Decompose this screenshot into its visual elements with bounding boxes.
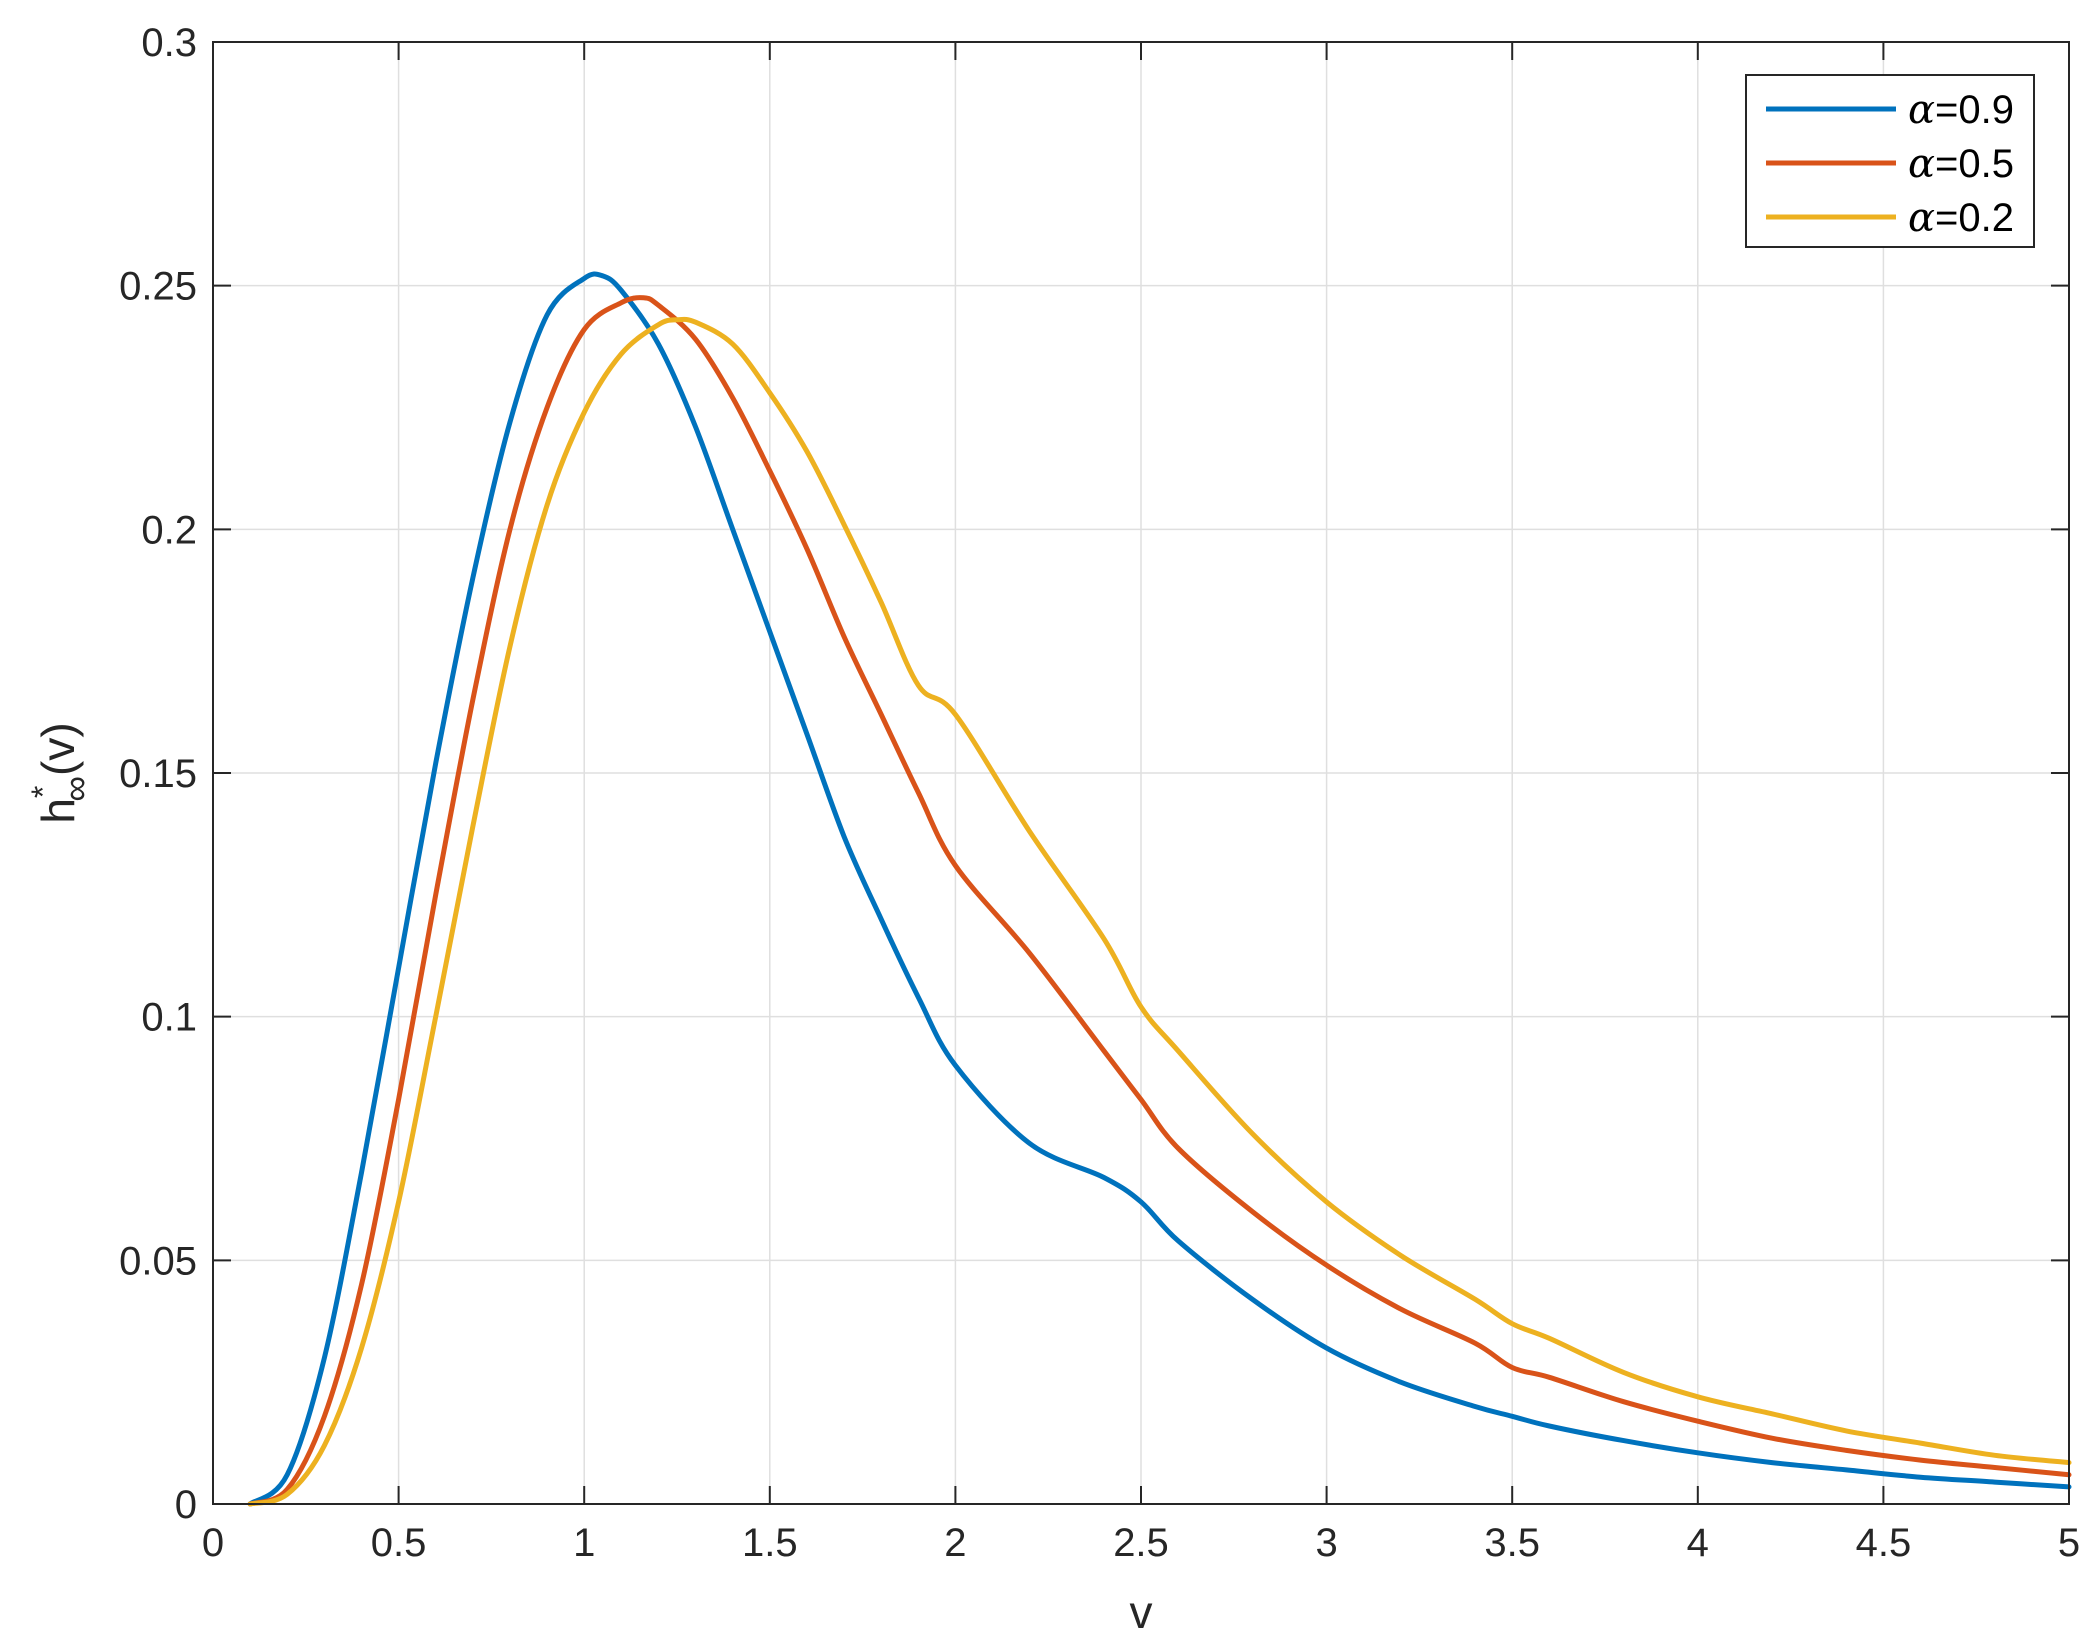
y-axis-title-base: h: [32, 798, 84, 824]
legend-label-alpha-09: α=0.9: [1908, 87, 2014, 133]
legend: α=0.9α=0.5α=0.2: [1745, 74, 2035, 248]
y-axis-title: h*∞(v): [25, 722, 96, 823]
legend-entries: α=0.9α=0.5α=0.2: [1766, 87, 2014, 241]
y-axis-title-superscript: *: [25, 786, 61, 798]
y-tick-label: 0: [175, 1483, 197, 1527]
y-tick-label: 0.15: [119, 752, 197, 796]
x-tick-label: 2: [944, 1521, 966, 1565]
x-tick-label: 3: [1315, 1521, 1337, 1565]
axis-ticks: [212, 41, 2070, 1505]
y-tick-label: 0.1: [141, 996, 197, 1040]
y-tick-label: 0.2: [141, 508, 197, 552]
x-tick-label: 3.5: [1484, 1521, 1540, 1565]
series-layer: [247, 271, 2072, 1507]
x-tick-labels: 0 0.5 1 1.5 2 2.5 3 3.5 4 4.5 5: [202, 1521, 2080, 1565]
y-tick-label: 0.25: [119, 265, 197, 309]
x-axis-title: v: [1130, 1586, 1153, 1638]
x-tick-label: 0.5: [371, 1521, 427, 1565]
legend-label-alpha-02: α=0.2: [1908, 195, 2014, 241]
x-tick-label: 4: [1687, 1521, 1709, 1565]
legend-alpha-symbol: α: [1908, 141, 1935, 187]
series-line-alpha-02: [247, 316, 2072, 1507]
y-tick-label: 0.3: [141, 21, 197, 65]
x-tick-label: 4.5: [1856, 1521, 1912, 1565]
series-line-alpha-05: [247, 295, 2072, 1507]
legend-alpha-symbol: α: [1908, 195, 1935, 241]
x-tick-label: 2.5: [1113, 1521, 1169, 1565]
legend-label-alpha-05: α=0.5: [1908, 141, 2014, 187]
series-line-alpha-09: [247, 271, 2072, 1507]
x-tick-label: 0: [202, 1521, 224, 1565]
y-axis-title-suffix: (v): [32, 722, 84, 776]
x-tick-label: 5: [2058, 1521, 2080, 1565]
x-tick-label: 1.5: [742, 1521, 798, 1565]
legend-alpha-symbol: α: [1908, 87, 1935, 133]
legend-alpha-value: =0.2: [1935, 196, 2014, 240]
y-tick-label: 0.05: [119, 1239, 197, 1283]
y-axis-title-text: h*∞(v): [25, 722, 96, 823]
x-tick-label: 1: [573, 1521, 595, 1565]
y-tick-labels: 0 0.05 0.1 0.15 0.2 0.25 0.3: [119, 21, 197, 1527]
y-axis-title-subscript: ∞: [55, 776, 96, 802]
legend-alpha-value: =0.9: [1935, 88, 2014, 132]
legend-alpha-value: =0.5: [1935, 142, 2014, 186]
